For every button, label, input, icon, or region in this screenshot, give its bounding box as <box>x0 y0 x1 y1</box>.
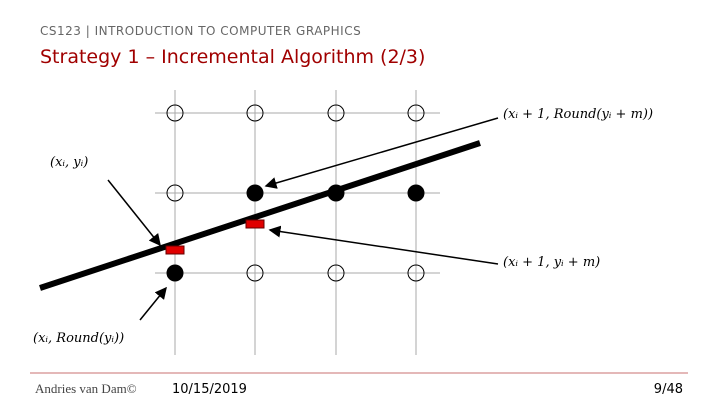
label: (xᵢ + 1, yᵢ + m) <box>503 255 600 270</box>
sample <box>245 219 265 229</box>
line <box>39 140 481 291</box>
title: Strategy 1 – Incremental Algorithm (2/3) <box>40 46 425 68</box>
course: CS123 | INTRODUCTION TO COMPUTER GRAPHIC… <box>40 24 361 38</box>
sample <box>165 245 185 255</box>
page-number: 9/48 <box>654 382 683 397</box>
arrows <box>107 117 499 321</box>
label: (xᵢ, yᵢ) <box>50 155 88 170</box>
label: (xᵢ + 1, Round(yᵢ + m)) <box>503 107 653 122</box>
label: (xᵢ, Round(yᵢ)) <box>33 331 124 346</box>
author: Andries van Dam© <box>35 381 137 396</box>
date: 10/15/2019 <box>172 382 247 397</box>
grid <box>155 90 440 355</box>
